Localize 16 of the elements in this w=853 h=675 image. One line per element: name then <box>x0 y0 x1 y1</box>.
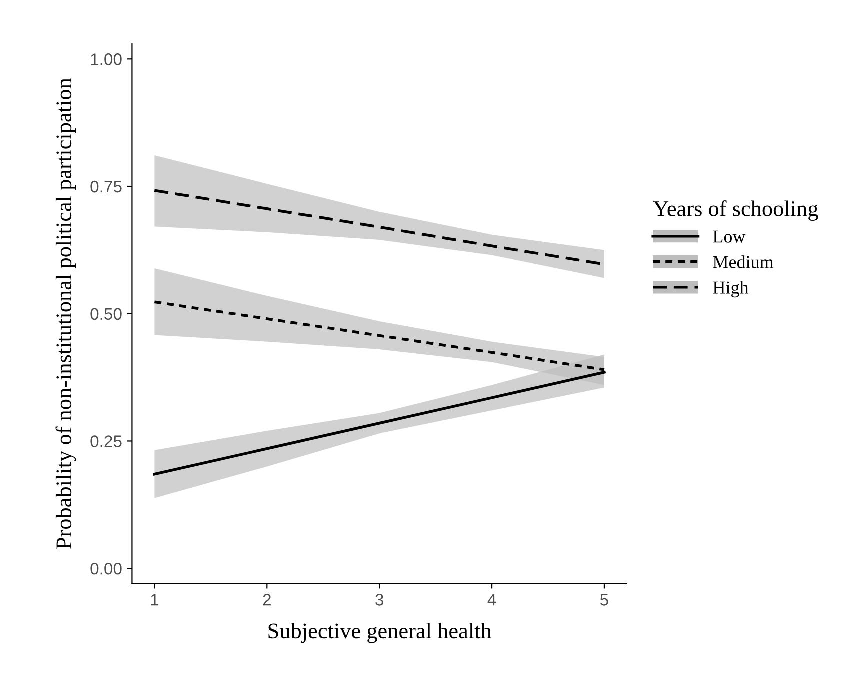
x-tick-label: 3 <box>376 594 384 606</box>
legend-label: Medium <box>713 256 774 268</box>
y-tick-label: 0.00 <box>90 562 122 575</box>
x-tick-label: 2 <box>263 594 271 606</box>
y-tick-label: 0.25 <box>90 436 122 448</box>
legend-label: High <box>713 281 749 298</box>
legend-title: Years of schooling <box>653 200 818 221</box>
x-tick-label: 1 <box>151 594 159 606</box>
x-tick-label: 4 <box>488 594 496 606</box>
y-tick-label: 0.50 <box>90 308 122 320</box>
y-tick-label: 1.00 <box>91 54 122 66</box>
y-tick-label: 0.75 <box>90 180 122 193</box>
x-axis-title: Subjective general health <box>268 623 492 644</box>
y-axis-title: Probability of non-institutional political participation <box>56 78 76 549</box>
x-tick-label: 5 <box>600 594 608 606</box>
legend-label: Low <box>713 230 746 243</box>
